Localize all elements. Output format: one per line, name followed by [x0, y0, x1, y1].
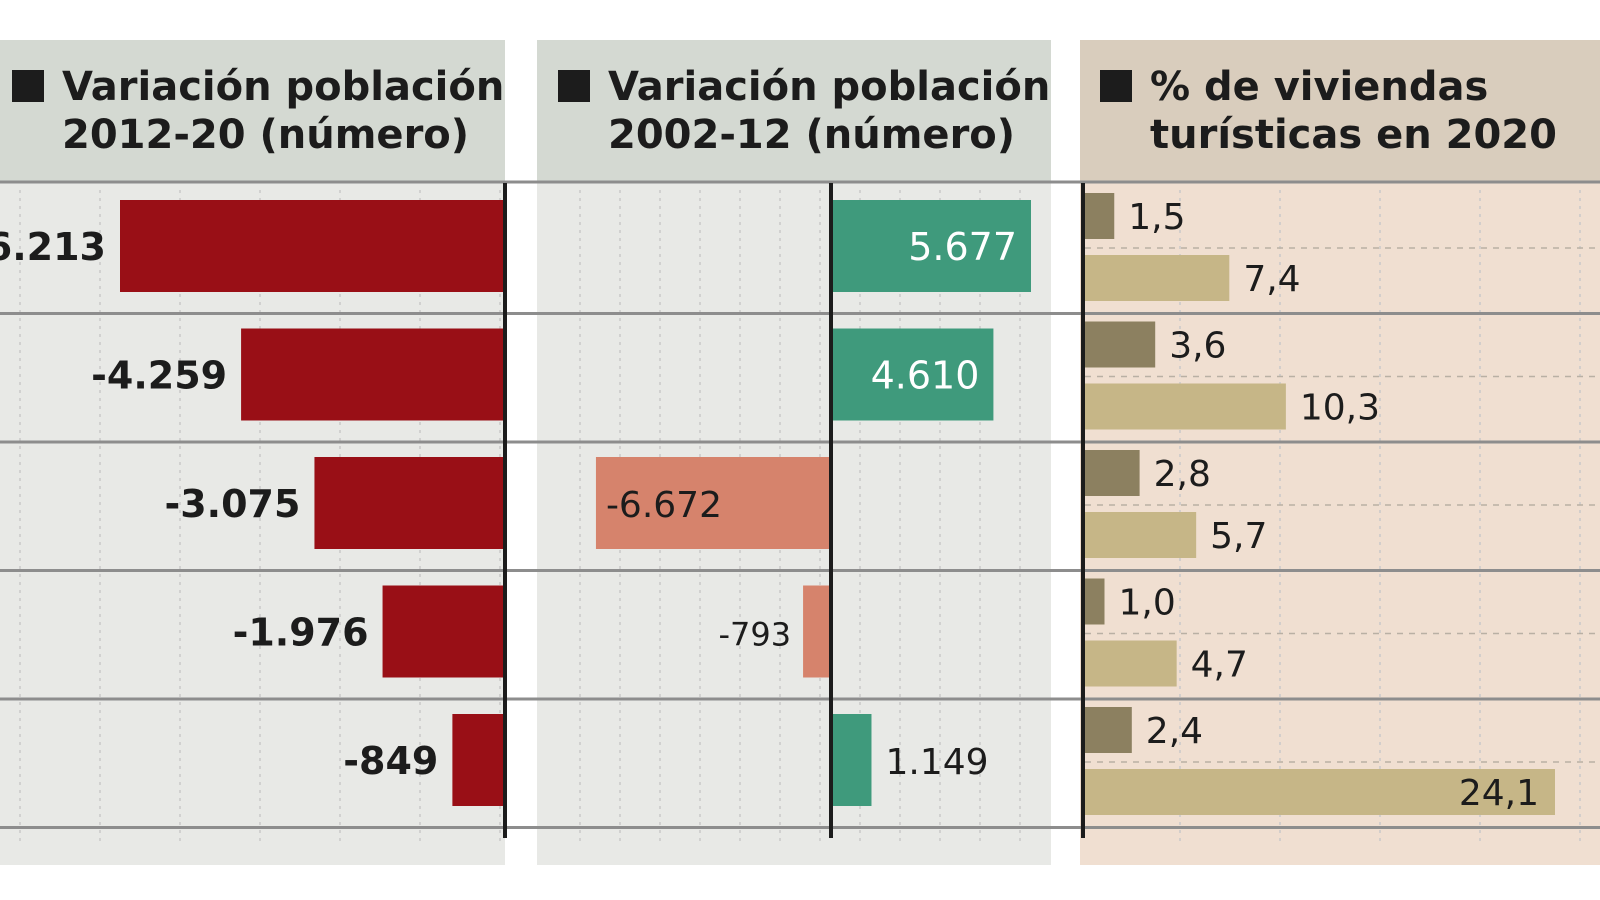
bar-viviendas-s2-4 [1085, 640, 1177, 687]
bar-2012-20-1 [120, 200, 505, 292]
value-label-2002-12-1: 5.677 [908, 225, 1017, 269]
panel-3-header [1080, 40, 1600, 183]
chart-title-2-line-2: 2002-12 (número) [608, 112, 1015, 158]
bar-viviendas-s2-2 [1085, 383, 1286, 430]
value-label-2012-20-4: -1.976 [233, 611, 369, 655]
bar-viviendas-s2-1 [1085, 255, 1230, 301]
value-label-viviendas-s1-3: 2,8 [1154, 454, 1211, 495]
value-label-viviendas-s2-5: 24,1 [1459, 773, 1539, 814]
chart-title-1-line-2: 2012-20 (número) [62, 112, 469, 158]
bar-2012-20-3 [314, 457, 505, 549]
bar-2012-20-5 [452, 714, 505, 806]
chart-title-1-line-1: Variación población [62, 64, 504, 110]
bar-viviendas-s1-3 [1085, 450, 1140, 496]
bar-viviendas-s2-5 [1085, 769, 1555, 815]
bar-2002-12-1 [831, 200, 1031, 292]
value-label-viviendas-s1-2: 3,6 [1169, 326, 1226, 367]
value-label-2012-20-2: -4.259 [91, 354, 227, 398]
bar-2012-20-2 [241, 328, 506, 421]
bar-2002-12-3 [595, 457, 831, 549]
panel-2-header [537, 40, 1051, 183]
value-label-viviendas-s2-4: 4,7 [1191, 645, 1248, 686]
bar-viviendas-s1-2 [1085, 321, 1156, 368]
value-label-2002-12-4: -793 [718, 616, 791, 654]
bar-2012-20-4 [382, 585, 505, 678]
value-label-2012-20-1: -6.213 [0, 225, 106, 269]
bar-viviendas-s1-4 [1085, 578, 1105, 625]
value-label-viviendas-s2-1: 7,4 [1243, 259, 1300, 300]
bar-2002-12-2 [831, 328, 994, 421]
value-label-viviendas-s2-2: 10,3 [1300, 388, 1380, 429]
bar-viviendas-s1-5 [1085, 707, 1132, 753]
chart-title-3-line-2: turísticas en 2020 [1150, 112, 1557, 158]
value-label-viviendas-s1-1: 1,5 [1128, 197, 1185, 238]
legend-square-1 [12, 70, 44, 102]
value-label-2002-12-2: 4.610 [871, 354, 980, 398]
bar-2002-12-4 [803, 585, 831, 678]
chart-title-2-line-1: Variación población [608, 64, 1050, 110]
legend-square-3 [1100, 70, 1132, 102]
value-label-viviendas-s1-5: 2,4 [1146, 711, 1203, 752]
value-label-viviendas-s2-3: 5,7 [1210, 516, 1267, 557]
value-label-2002-12-3: -6.672 [606, 485, 722, 526]
value-label-2002-12-5: 1.149 [885, 742, 988, 783]
bar-viviendas-s1-1 [1085, 193, 1115, 239]
value-label-viviendas-s1-4: 1,0 [1119, 583, 1176, 624]
value-label-2012-20-5: -849 [343, 739, 438, 783]
legend-square-2 [558, 70, 590, 102]
panel-1-header [0, 40, 505, 183]
value-label-2012-20-3: -3.075 [164, 482, 300, 526]
chart-title-3-line-1: % de viviendas [1150, 64, 1488, 110]
bar-2002-12-5 [831, 714, 872, 806]
bar-viviendas-s2-3 [1085, 512, 1197, 558]
